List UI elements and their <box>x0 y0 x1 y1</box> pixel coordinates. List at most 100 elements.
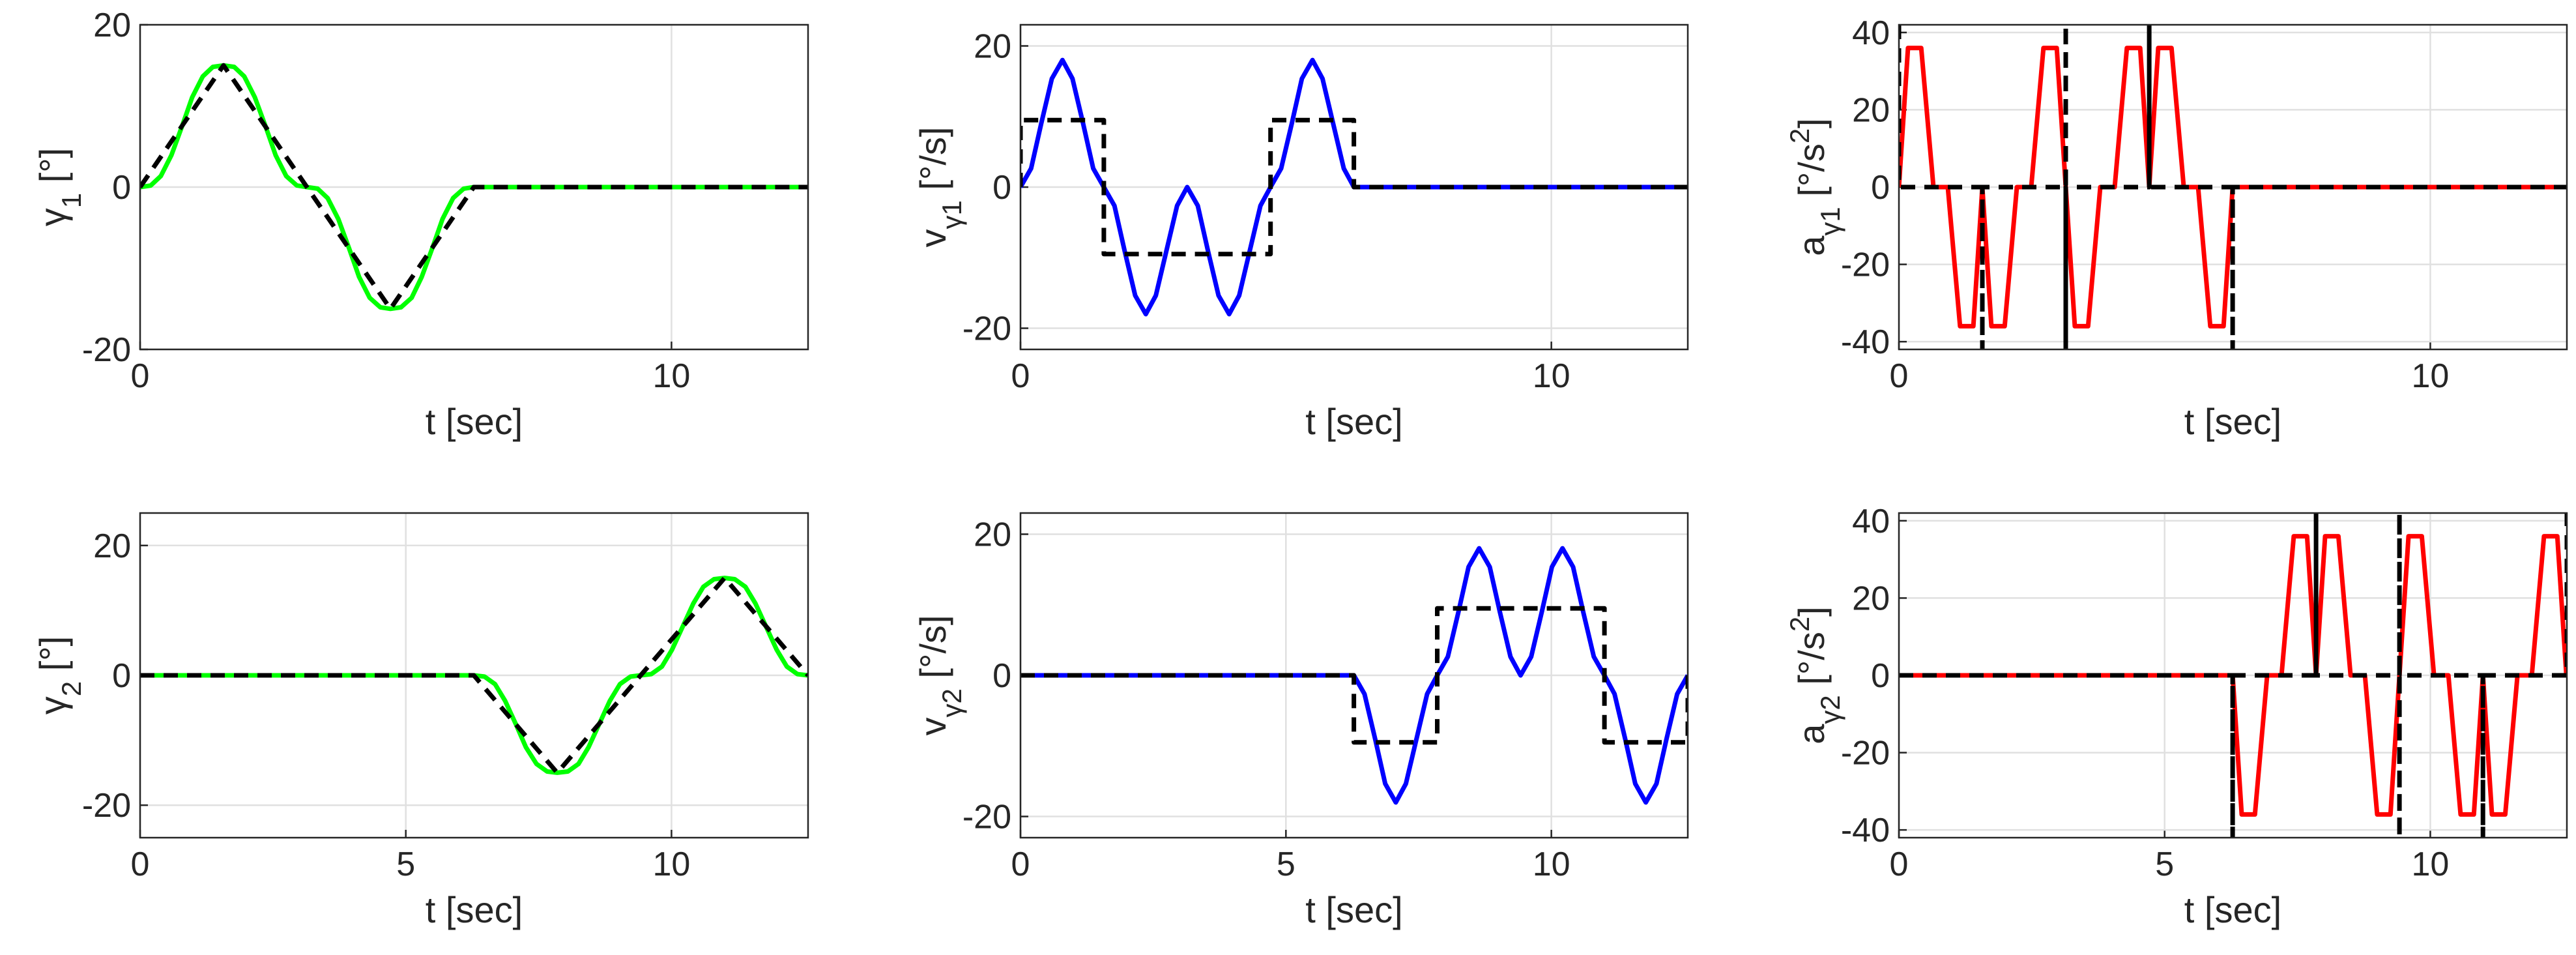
y-label-part: [°/s <box>1791 632 1832 695</box>
y-label-part: γ <box>32 696 73 714</box>
x-tick-label: 10 <box>653 845 691 883</box>
plot-area <box>1899 25 2567 349</box>
y-label-part: 1 <box>56 193 87 208</box>
y-axis-label: vγ1 [°/s] <box>912 127 967 248</box>
plot-area <box>140 576 808 775</box>
y-tick-label: 0 <box>112 169 131 207</box>
plot-area <box>1020 57 1688 317</box>
x-tick-label: 0 <box>131 845 150 883</box>
y-tick-label: 0 <box>1871 169 1890 207</box>
y-tick-label: -20 <box>1841 246 1890 284</box>
y-axis-label: γ2 [°] <box>32 636 87 714</box>
y-tick-label: 20 <box>1852 91 1890 129</box>
y-tick-label: 20 <box>93 7 131 44</box>
y-tick-label: -20 <box>82 331 131 369</box>
x-axis-label: t [sec] <box>426 401 523 442</box>
plot-area <box>1020 546 1688 805</box>
y-label-part: γ2 <box>1815 695 1845 724</box>
series-line <box>140 576 808 775</box>
y-label-part: v <box>912 229 953 248</box>
y-label-part: a <box>1791 724 1832 744</box>
y-tick-label: -40 <box>1841 812 1890 849</box>
subplot: 0 5 10 -40 -20 0 20 40 t [sec] aγ2 [°/s2] <box>1784 503 2568 930</box>
x-axis-label: t [sec] <box>2184 889 2281 930</box>
axes-box <box>1019 512 1689 839</box>
y-label-part: v <box>912 718 953 736</box>
y-label-part: [°] <box>32 636 73 681</box>
y-tick-label: 20 <box>93 527 131 565</box>
x-tick-label: 10 <box>1533 357 1570 395</box>
y-tick-label: 0 <box>112 657 131 695</box>
x-tick-label: 10 <box>2412 357 2450 395</box>
x-tick-label: 0 <box>131 357 150 395</box>
y-label-part: 2 <box>56 681 87 696</box>
x-tick-label: 10 <box>653 357 691 395</box>
x-tick-label: 0 <box>1890 357 1909 395</box>
y-label-part: [°/s] <box>912 615 953 689</box>
y-tick-label: -40 <box>1841 323 1890 361</box>
x-axis-label: t [sec] <box>1305 889 1402 930</box>
x-tick-label: 5 <box>2155 845 2174 883</box>
y-label-part: [°] <box>32 148 73 193</box>
series-line <box>1020 57 1688 317</box>
y-axis-label: aγ1 [°/s2] <box>1784 118 1845 256</box>
y-axis-label: vγ2 [°/s] <box>912 615 967 736</box>
series-line <box>140 576 808 775</box>
y-label-part: ] <box>1791 118 1832 128</box>
y-axis-label: aγ2 [°/s2] <box>1784 606 1845 744</box>
y-tick-label: 20 <box>974 516 1011 553</box>
axes-box <box>139 23 809 351</box>
y-tick-label: 40 <box>1852 503 1890 540</box>
x-tick-label: 10 <box>2412 845 2450 883</box>
y-tick-label: -20 <box>962 799 1011 836</box>
y-label-part: 2 <box>1784 128 1815 143</box>
y-label-part: ] <box>1791 606 1832 617</box>
series-line <box>1899 513 2567 838</box>
series-line <box>140 63 808 312</box>
axes-box <box>1898 23 2568 351</box>
y-label-part: γ1 <box>936 200 967 229</box>
axes-box <box>1898 512 2568 839</box>
y-label-part: [°/s] <box>912 127 953 201</box>
axes-box <box>139 512 809 839</box>
x-tick-label: 10 <box>1533 845 1570 883</box>
y-tick-label: 0 <box>992 657 1011 695</box>
x-tick-label: 0 <box>1890 845 1909 883</box>
y-label-part: γ1 <box>1815 207 1845 235</box>
y-tick-label: 20 <box>1852 580 1890 617</box>
y-label-part: a <box>1791 235 1832 256</box>
subplot: 0 10 -40 -20 0 20 40 t [sec] aγ1 [°/s2] <box>1784 14 2568 442</box>
series-line <box>140 63 808 312</box>
plot-area <box>140 63 808 312</box>
y-label-part: γ <box>32 208 73 226</box>
axes-box <box>1019 23 1689 351</box>
series-line <box>1020 546 1688 805</box>
series-line <box>1020 606 1688 745</box>
plot-area <box>1899 513 2567 838</box>
y-tick-label: 40 <box>1852 14 1890 52</box>
y-axis-label: γ1 [°] <box>32 148 87 226</box>
x-tick-label: 0 <box>1011 357 1030 395</box>
y-tick-label: 0 <box>992 169 1011 207</box>
series-line <box>1899 25 2567 349</box>
x-axis-label: t [sec] <box>1305 401 1402 442</box>
x-tick-label: 0 <box>1011 845 1030 883</box>
y-tick-label: -20 <box>1841 735 1890 772</box>
x-tick-label: 5 <box>396 845 415 883</box>
series-line <box>1020 117 1688 257</box>
y-label-part: γ2 <box>936 688 967 717</box>
y-label-part: 2 <box>1784 617 1815 632</box>
y-tick-label: -20 <box>962 310 1011 348</box>
x-axis-label: t [sec] <box>426 889 523 930</box>
y-tick-label: -20 <box>82 787 131 825</box>
y-tick-label: 0 <box>1871 657 1890 695</box>
x-axis-label: t [sec] <box>2184 401 2281 442</box>
x-tick-label: 5 <box>1277 845 1295 883</box>
y-tick-label: 20 <box>974 27 1011 65</box>
y-label-part: [°/s <box>1791 143 1832 207</box>
